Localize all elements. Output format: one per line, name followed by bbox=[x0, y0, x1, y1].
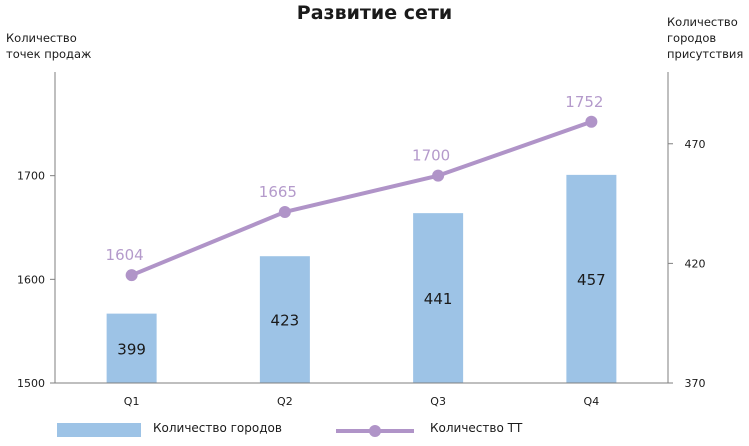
bar-3 bbox=[566, 174, 617, 383]
category-label-1: Q2 bbox=[277, 395, 293, 408]
bar-label-0: 399 bbox=[117, 340, 146, 358]
line-point-0 bbox=[125, 269, 138, 282]
left-axis-label: Количество точек продаж bbox=[6, 30, 91, 62]
right-tick-label-2: 470 bbox=[685, 138, 706, 151]
right-tick-label-1: 420 bbox=[685, 257, 706, 270]
bar-label-1: 423 bbox=[271, 312, 300, 330]
line-series-path bbox=[130, 119, 593, 278]
line-point-2 bbox=[432, 169, 445, 182]
left-tick-label-1: 1600 bbox=[17, 273, 45, 286]
bar-label-2: 441 bbox=[424, 290, 453, 308]
bar-0 bbox=[106, 313, 157, 383]
right-tick-label-0: 370 bbox=[685, 377, 706, 390]
bar-label-3: 457 bbox=[577, 271, 606, 289]
line-point-1 bbox=[278, 205, 291, 218]
left-axis-label-line-1: Количество bbox=[6, 31, 77, 45]
chart-title: Развитие сети bbox=[296, 2, 453, 24]
right-axis-label-line-1: Количество bbox=[667, 15, 738, 29]
legend-bar-label: Количество городов bbox=[153, 421, 282, 435]
legend-line-marker bbox=[369, 425, 381, 437]
left-axis-label-line-2: точек продаж bbox=[6, 47, 92, 61]
line-point-3 bbox=[585, 115, 598, 128]
category-label-3: Q4 bbox=[584, 395, 600, 408]
right-axis-label: Количество городов присутствия bbox=[667, 14, 743, 62]
bar-1 bbox=[259, 256, 310, 383]
bar-2 bbox=[413, 213, 464, 383]
line-data-label-0: 1604 bbox=[106, 246, 144, 264]
right-axis-label-line-3: присутствия bbox=[667, 47, 744, 61]
right-axis-label-line-2: городов bbox=[667, 31, 717, 45]
legend-line-label: Количество ТТ bbox=[430, 421, 523, 435]
line-data-label-1: 1665 bbox=[259, 183, 297, 201]
category-label-0: Q1 bbox=[124, 395, 140, 408]
line-data-label-2: 1700 bbox=[412, 147, 450, 165]
category-label-2: Q3 bbox=[430, 395, 446, 408]
left-tick-label-2: 1700 bbox=[17, 170, 45, 183]
line-data-label-3: 1752 bbox=[565, 93, 603, 111]
legend-bar-swatch bbox=[57, 423, 141, 437]
left-tick-label-0: 1500 bbox=[17, 377, 45, 390]
